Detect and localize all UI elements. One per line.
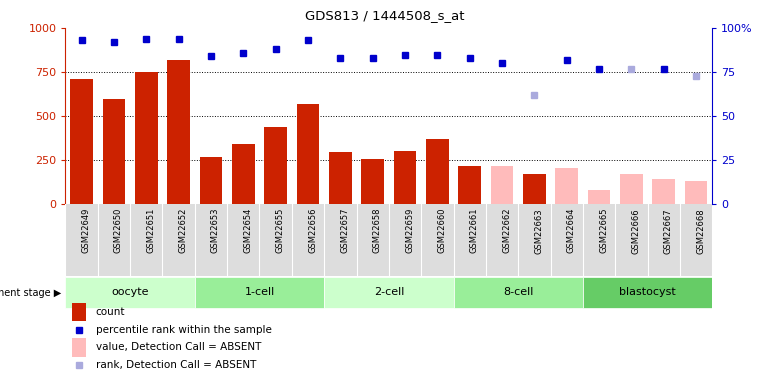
Bar	[232, 144, 255, 204]
Text: GSM22658: GSM22658	[373, 208, 382, 254]
Bar	[458, 166, 481, 204]
Text: oocyte: oocyte	[112, 287, 149, 297]
Text: GSM22667: GSM22667	[664, 208, 673, 254]
Text: value, Detection Call = ABSENT: value, Detection Call = ABSENT	[95, 342, 261, 352]
Text: GSM22661: GSM22661	[470, 208, 479, 254]
Bar	[329, 152, 352, 204]
Text: GSM22659: GSM22659	[405, 208, 414, 254]
Text: percentile rank within the sample: percentile rank within the sample	[95, 325, 272, 335]
Text: GSM22650: GSM22650	[114, 208, 123, 254]
Text: development stage ▶: development stage ▶	[0, 288, 62, 297]
Text: blastocyst: blastocyst	[619, 287, 676, 297]
Bar	[70, 79, 93, 204]
Text: GSM22660: GSM22660	[437, 208, 447, 254]
Text: GSM22649: GSM22649	[82, 208, 91, 254]
Text: GSM22654: GSM22654	[243, 208, 253, 254]
Bar	[167, 60, 190, 204]
Text: GSM22656: GSM22656	[308, 208, 317, 254]
Text: GSM22666: GSM22666	[631, 208, 641, 254]
Bar	[620, 174, 643, 204]
Bar	[393, 151, 417, 204]
Text: GSM22651: GSM22651	[146, 208, 156, 254]
Text: GSM22664: GSM22664	[567, 208, 576, 254]
Bar	[361, 159, 384, 204]
Text: 8-cell: 8-cell	[503, 287, 534, 297]
Bar	[588, 190, 611, 204]
Text: GSM22657: GSM22657	[340, 208, 350, 254]
Bar	[454, 278, 583, 308]
Bar	[264, 127, 287, 204]
Text: GSM22662: GSM22662	[502, 208, 511, 254]
Bar	[652, 179, 675, 204]
Text: GSM22655: GSM22655	[276, 208, 285, 254]
Bar	[199, 157, 223, 204]
Text: GDS813 / 1444508_s_at: GDS813 / 1444508_s_at	[305, 9, 465, 22]
Bar	[195, 278, 324, 308]
Text: GSM22652: GSM22652	[179, 208, 188, 254]
Bar	[65, 278, 195, 308]
Bar	[685, 181, 708, 204]
Bar	[555, 168, 578, 204]
Bar	[426, 139, 449, 204]
Bar	[583, 278, 712, 308]
Text: count: count	[95, 307, 126, 317]
Bar	[72, 338, 86, 357]
Text: GSM22665: GSM22665	[599, 208, 608, 254]
Bar	[72, 303, 86, 321]
Text: 1-cell: 1-cell	[244, 287, 275, 297]
Bar	[296, 104, 320, 204]
Text: 2-cell: 2-cell	[373, 287, 404, 297]
Text: GSM22668: GSM22668	[696, 208, 705, 254]
Text: GSM22663: GSM22663	[534, 208, 544, 254]
Bar	[324, 278, 454, 308]
Bar	[523, 174, 546, 204]
Bar	[135, 72, 158, 204]
Text: rank, Detection Call = ABSENT: rank, Detection Call = ABSENT	[95, 360, 256, 370]
Text: GSM22653: GSM22653	[211, 208, 220, 254]
Bar	[490, 166, 514, 204]
Bar	[102, 99, 126, 204]
